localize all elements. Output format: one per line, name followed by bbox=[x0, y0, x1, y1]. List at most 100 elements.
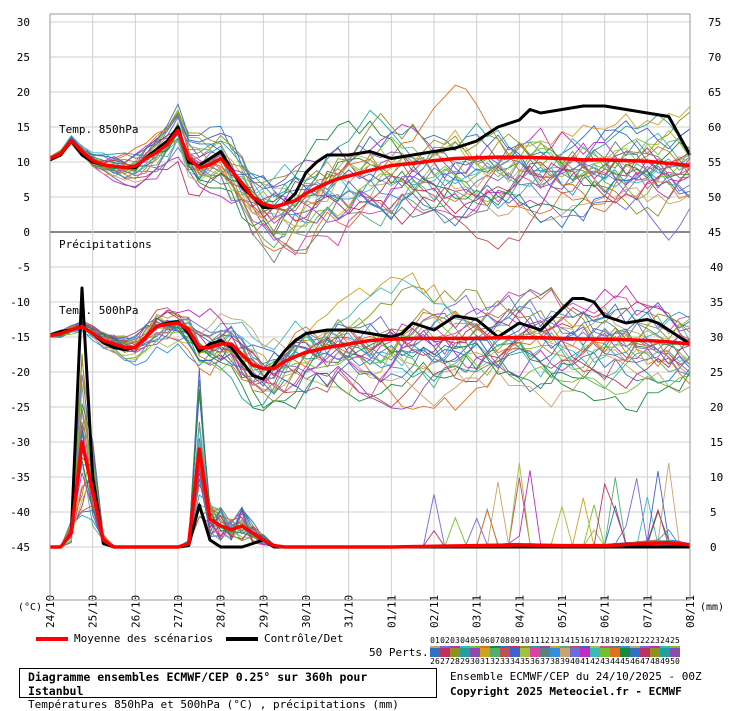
palette-swatch bbox=[600, 648, 610, 657]
palette-number: 30 bbox=[470, 657, 480, 666]
palette-number: 26 bbox=[430, 657, 440, 666]
member-500 bbox=[49, 324, 691, 393]
palette-number: 41 bbox=[580, 657, 590, 666]
tick-date: 01/11 bbox=[385, 595, 398, 628]
palette-swatch bbox=[500, 648, 510, 657]
mean-850 bbox=[49, 128, 691, 209]
member-850 bbox=[49, 122, 691, 249]
member-precip bbox=[50, 385, 691, 548]
tick-left: 10 bbox=[17, 156, 30, 169]
tick-right: 30 bbox=[710, 331, 723, 344]
mean-precip bbox=[50, 440, 691, 549]
plot-frame bbox=[49, 13, 691, 601]
member-precip bbox=[50, 390, 691, 548]
palette-number: 43 bbox=[600, 657, 610, 666]
member-850 bbox=[49, 132, 691, 224]
ensemble-members bbox=[49, 84, 691, 548]
tick-left: 25 bbox=[17, 51, 30, 64]
palette-number: 01 bbox=[430, 636, 440, 645]
copyright: Copyright 2025 Meteociel.fr - ECMWF bbox=[450, 685, 682, 698]
tick-left: -15 bbox=[10, 331, 30, 344]
member-850 bbox=[49, 123, 691, 227]
member-precip bbox=[50, 441, 691, 548]
palette-number: 32 bbox=[490, 657, 500, 666]
member-850 bbox=[49, 137, 691, 264]
main-series bbox=[49, 104, 692, 549]
tick-date: 04/11 bbox=[513, 595, 526, 628]
tick-right: 40 bbox=[710, 261, 723, 274]
label-precipitations: Précipitations bbox=[59, 238, 152, 251]
palette-number: 22 bbox=[640, 636, 650, 645]
palette-number: 37 bbox=[540, 657, 550, 666]
member-850 bbox=[49, 134, 691, 225]
palette-swatch bbox=[460, 648, 470, 657]
tick-left: -30 bbox=[10, 436, 30, 449]
tick-date: 06/11 bbox=[599, 595, 612, 628]
label-temp-850: Temp. 850hPa bbox=[59, 123, 138, 136]
tick-left: 20 bbox=[17, 86, 30, 99]
member-precip bbox=[50, 368, 691, 548]
palette-number: 06 bbox=[480, 636, 490, 645]
palette-number: 07 bbox=[490, 636, 500, 645]
member-precip bbox=[50, 470, 691, 548]
tick-date: 05/11 bbox=[556, 595, 569, 628]
tick-left: -40 bbox=[10, 506, 30, 519]
palette-number: 29 bbox=[460, 657, 470, 666]
palette-swatch bbox=[450, 648, 460, 657]
palette-number: 18 bbox=[600, 636, 610, 645]
legend-mean-label: Moyenne des scénarios bbox=[74, 632, 214, 645]
legend-perts: 50 Perts. bbox=[369, 646, 429, 659]
palette-number: 11 bbox=[530, 636, 540, 645]
legend-control-swatch bbox=[226, 636, 258, 641]
member-precip bbox=[50, 456, 691, 548]
palette-number: 05 bbox=[470, 636, 480, 645]
member-850 bbox=[49, 134, 691, 213]
palette-swatch bbox=[470, 648, 480, 657]
tick-right: 60 bbox=[708, 121, 721, 134]
palette-number: 23 bbox=[650, 636, 660, 645]
legend-perts-label: 50 Perts. bbox=[369, 646, 429, 659]
palette-number: 38 bbox=[550, 657, 560, 666]
palette-number: 03 bbox=[450, 636, 460, 645]
member-precip bbox=[50, 389, 691, 548]
palette-number: 33 bbox=[500, 657, 510, 666]
chart-title: Diagramme ensembles ECMWF/CEP 0.25° sur … bbox=[28, 670, 368, 698]
legend-control: Contrôle/Det bbox=[226, 632, 343, 645]
tick-left: 30 bbox=[17, 16, 30, 29]
palette-number: 45 bbox=[620, 657, 630, 666]
tick-left: -20 bbox=[10, 366, 30, 379]
member-precip bbox=[50, 409, 691, 548]
palette-number: 16 bbox=[580, 636, 590, 645]
member-precip bbox=[50, 494, 691, 548]
tick-date: 27/10 bbox=[172, 595, 185, 628]
palette-number: 50 bbox=[670, 657, 680, 666]
tick-date: 28/10 bbox=[215, 595, 228, 628]
palette-number: 20 bbox=[620, 636, 630, 645]
member-500 bbox=[49, 316, 691, 395]
palette-swatch bbox=[440, 648, 450, 657]
member-precip bbox=[50, 384, 691, 548]
palette-swatch bbox=[640, 648, 650, 657]
member-500 bbox=[49, 278, 691, 378]
tick-right: 55 bbox=[708, 156, 721, 169]
palette-number: 17 bbox=[590, 636, 600, 645]
tick-left: 5 bbox=[23, 191, 30, 204]
chart-axes: 302520151050-5-10-15-20-25-30-35-40-4575… bbox=[10, 13, 724, 628]
palette-swatch bbox=[620, 648, 630, 657]
palette-swatch bbox=[430, 648, 440, 657]
member-precip bbox=[50, 442, 691, 548]
member-precip bbox=[50, 461, 691, 548]
legend-mean: Moyenne des scénarios bbox=[36, 632, 213, 645]
member-500 bbox=[49, 309, 691, 390]
palette-number: 34 bbox=[510, 657, 520, 666]
palette-swatch bbox=[540, 648, 550, 657]
palette-number: 48 bbox=[650, 657, 660, 666]
tick-date: 02/11 bbox=[428, 595, 441, 628]
tick-date: 08/11 bbox=[684, 595, 697, 628]
member-500 bbox=[49, 307, 691, 408]
palette-number: 36 bbox=[530, 657, 540, 666]
palette-number: 47 bbox=[640, 657, 650, 666]
palette-number: 14 bbox=[560, 636, 570, 645]
tick-right: 15 bbox=[710, 436, 723, 449]
